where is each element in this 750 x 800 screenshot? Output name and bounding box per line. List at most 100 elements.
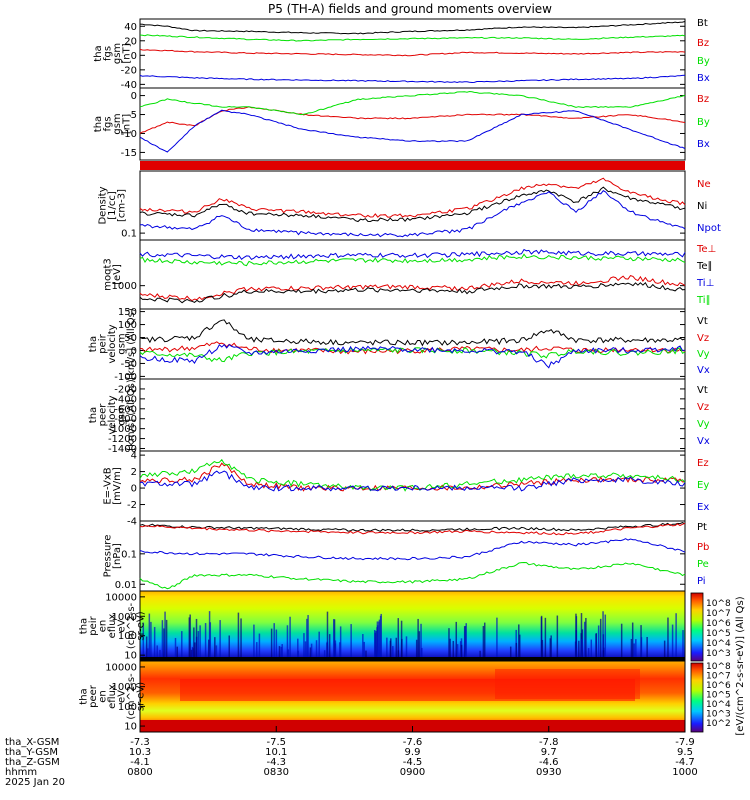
legend-Ne: Ne [697,179,711,190]
spectrogram-streak [482,626,485,661]
panel-frame [139,87,686,161]
spectrogram-streak [380,613,382,661]
spectrogram-streak [297,638,299,661]
spectrogram-streak [287,649,289,661]
y-axis-label-line: tha [88,407,99,423]
spectrogram-streak [631,622,634,661]
y-axis-label-line: [nT] [121,43,132,63]
legend-Ti∥: Ti∥ [696,295,711,306]
series-line-Npot [139,190,686,238]
panel-frame [139,239,686,310]
y-axis-label-line: [nPa] [112,543,123,569]
colorbar-label: [eV/(cm^2-s-sr-eV)] (All Qs) [735,596,746,735]
spectrogram-streak [549,638,552,661]
panel-peer_en_eflux: 10000 1000 100 10 thapeerenefluxeV(cm^2-s-sr… [79,660,686,733]
y-tick-label: 40 [124,22,137,33]
spectrogram-streak [174,637,177,661]
y-axis-label-line: gsm [112,113,123,134]
colorbar-tick-label: 10^8 [706,599,731,609]
x-axis-value: 1000 [672,767,697,778]
y-tick-label: 1000 [112,612,137,623]
legend-Bz: Bz [697,94,709,105]
spectrogram-streak [315,640,318,661]
y-tick-label: 10000 [105,662,137,673]
y-axis-label-line: gsm [112,43,123,64]
x-axis-row-label: tha_Z-GSM [5,757,60,768]
y-axis-label-pressure: Pressure[nPa] [102,535,123,578]
y-axis-label-line: fgs [102,46,113,61]
spectrogram-streak [350,624,352,661]
spectrogram-streak [417,618,419,661]
panel-efield: 4 2 0 -2 -4 Ez Ey Ex E=-VxB[mV/m] [102,450,709,528]
y-axis-label-line: peer [88,684,99,708]
x-axis-value: 0900 [400,767,425,778]
spectrogram-streak [193,627,195,661]
y-axis-label-line: eflux [107,614,118,639]
y-tick-label: 0 [131,51,137,62]
series-line-By [139,34,686,42]
spectrogram-band [495,669,640,699]
spectrogram-streak [204,623,207,661]
spectrogram-streak [189,614,191,661]
spectrogram-streak [339,642,341,661]
x-axis-value: -4.3 [266,757,286,768]
y-axis-label-line: [cm-3] [117,189,128,222]
spectrogram-band [140,657,685,661]
y-tick-label: -1400 [108,444,137,455]
panel-peir_en_eflux: 10000 1000 100 10 thapeirenefluxeV(cm^2-s-sr… [79,590,686,662]
panel-frame [139,18,686,89]
legend-Bx: Bx [697,73,710,84]
spectrogram-streak [415,639,418,661]
spectrogram-streak [509,646,512,661]
spectrogram-streak [318,631,320,661]
spectrogram-streak [663,640,666,661]
legend-Te⊥: Te⊥ [696,244,716,255]
colorbar-tick-label: 10^4 [706,700,731,710]
spectrogram-streak [188,617,191,661]
spectrogram-streak [580,639,583,661]
y-axis-label-line: moqt3 [102,258,113,291]
y-axis-label-line: peer [98,403,109,427]
x-axis-value: 9.9 [405,747,421,758]
y-tick-label: -1200 [108,434,137,445]
y-tick-label: 10 [124,651,137,662]
spectrogram-streak [392,646,394,661]
spectrogram-streak [199,625,201,661]
spectrogram-streak [597,625,600,661]
legend-Vx: Vx [697,365,710,376]
spectrogram-streak [309,647,312,661]
y-axis-label-line: sr-eV) [136,611,147,640]
spectrogram-streak [448,628,450,661]
y-axis-label-line: tha [93,116,104,132]
spectrogram-streak [635,639,637,661]
colorbar-tick-label: 10^7 [706,609,731,619]
legend-Npot: Npot [697,223,721,234]
colorbar-tick-label: 10^4 [706,639,731,649]
series-line-By [139,90,686,116]
spectrogram-streak [161,620,164,661]
x-axis-value: 10.1 [265,747,287,758]
x-axis-value: 9.7 [541,747,557,758]
x-axis-value: -4.7 [675,757,695,768]
y-tick-label: -20 [121,65,137,76]
spectrogram-streak [400,620,403,661]
y-axis-label-line: Pressure [102,535,113,578]
spectrogram-streak [580,613,583,661]
spectrogram-streak [556,615,559,661]
spectrogram-streak [620,623,623,661]
y-axis-label-line: tha [88,336,99,352]
y-axis-label-line: Density [98,186,109,224]
series-line-Ey [139,458,686,492]
panel-temperature: 1000 Te⊥ Te∥ Ti⊥ Ti∥ moqt3[eV] [102,239,716,310]
y-axis-label-density: Density[1/cc][cm-3] [98,186,128,224]
spectrogram-streak [465,623,467,661]
spectrogram-streak [289,616,291,661]
spectrogram-streak [304,641,307,661]
spectrogram-streak [602,650,605,661]
spectrogram-streak [165,619,168,661]
y-tick-label: -400 [114,394,137,405]
series-line-Ti⊥ [139,248,686,261]
y-axis-label-line: sr-eV) [136,682,147,711]
spectrogram-streak [479,650,481,661]
series-line-Vx [139,343,686,369]
